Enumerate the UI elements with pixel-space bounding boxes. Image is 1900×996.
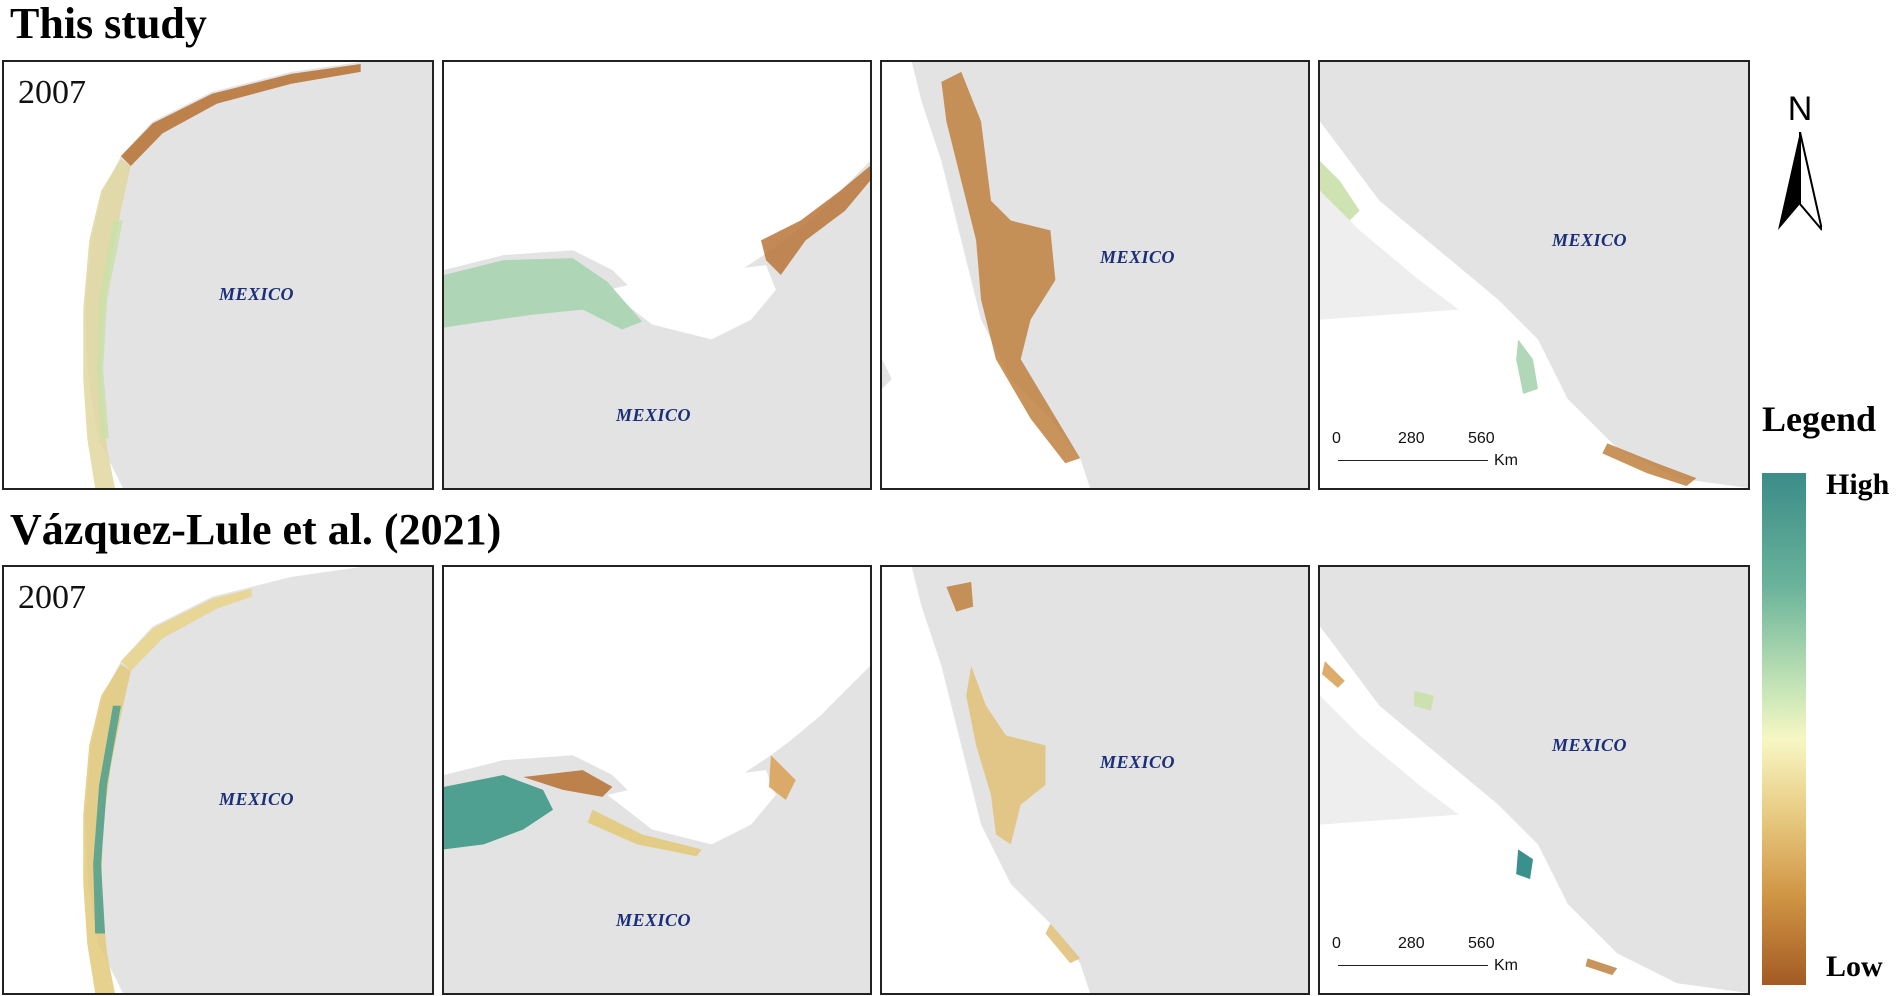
mangrove-patches (587, 809, 702, 857)
mangrove-patches (1320, 161, 1360, 221)
mangrove-patches (1516, 339, 1538, 394)
map-panel-gulf-california-south: MEXICO 0 280 560 Km (1318, 565, 1750, 995)
mangrove-patches (97, 220, 123, 439)
mangrove-patches (444, 258, 643, 330)
scale-tick: 560 (1468, 430, 1495, 447)
legend-title: Legend (1762, 399, 1877, 439)
scale-tick: 560 (1468, 935, 1495, 952)
map-panel-gulf-california-central: MEXICO (442, 565, 872, 995)
north-arrow-icon (1778, 132, 1822, 231)
mangrove-patches (1045, 923, 1081, 964)
mangrove-patches (768, 755, 796, 800)
scale-line (1338, 965, 1488, 966)
mangrove-patches (946, 581, 974, 612)
map-panel-gulf-california-east: MEXICO (880, 60, 1310, 490)
year-label: 2007 (18, 579, 86, 616)
scale-bar: 0 280 560 Km (1328, 935, 1518, 981)
mangrove-patches (1516, 849, 1534, 880)
scale-tick: 280 (1398, 430, 1425, 447)
mangrove-patches (120, 63, 361, 167)
mangrove-patches (444, 775, 553, 850)
legend-low-label: Low (1826, 950, 1883, 983)
map-panel-gulf-california-central: MEXICO (442, 60, 872, 490)
row-title-vazquez-lule: Vázquez-Lule et al. (2021) (10, 505, 502, 554)
country-label: MEXICO (1100, 752, 1176, 772)
mangrove-patches (966, 666, 1046, 845)
north-label: N (1787, 90, 1813, 128)
country-label: MEXICO (1100, 247, 1176, 267)
map-panel-gulf-california-east: MEXICO (880, 565, 1310, 995)
map-panel-pacific-north: 2007 MEXICO (2, 565, 434, 995)
scale-unit: Km (1494, 452, 1518, 469)
country-label: MEXICO (1552, 230, 1628, 250)
row-title-this-study: This study (10, 0, 207, 48)
scale-tick: 0 (1332, 430, 1341, 447)
legend-high-label: High (1826, 468, 1890, 501)
mangrove-patches (1321, 661, 1345, 688)
map-panel-gulf-california-south: MEXICO 0 280 560 Km (1318, 60, 1750, 490)
north-arrow: N (1770, 90, 1850, 240)
country-label: MEXICO (219, 284, 295, 304)
mangrove-patches (941, 71, 1081, 464)
country-label: MEXICO (1552, 735, 1628, 755)
scale-tick: 0 (1332, 935, 1341, 952)
mangrove-patches (1414, 690, 1434, 711)
scale-tick: 280 (1398, 935, 1425, 952)
scale-bar: 0 280 560 Km (1328, 430, 1518, 476)
mangrove-patches (93, 705, 121, 934)
country-label: MEXICO (616, 405, 692, 425)
mangrove-patches (120, 588, 252, 672)
year-label: 2007 (18, 74, 86, 111)
scale-unit: Km (1494, 957, 1518, 974)
mangrove-patches (761, 166, 870, 275)
mangrove-patches (523, 770, 613, 797)
map-panel-pacific-north: 2007 MEXICO (2, 60, 434, 490)
country-label: MEXICO (219, 789, 295, 809)
scale-line (1338, 460, 1488, 461)
legend-color-ramp (1762, 473, 1806, 985)
map-pacific-north (83, 62, 432, 488)
country-label: MEXICO (616, 910, 692, 930)
mangrove-patches (1602, 443, 1697, 487)
mangrove-patches (1585, 958, 1618, 976)
mangrove-patches (83, 159, 131, 488)
